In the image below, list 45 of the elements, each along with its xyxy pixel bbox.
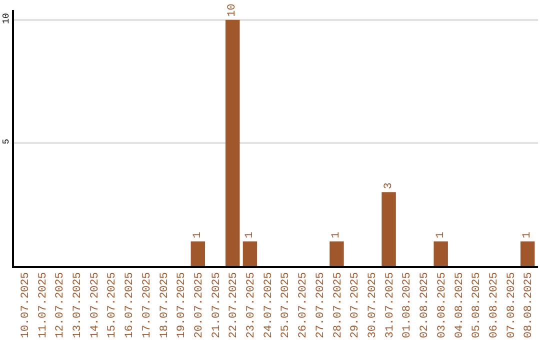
x-tick-label: 14.07.2025 xyxy=(89,272,102,338)
x-tick-label: 05.08.2025 xyxy=(471,272,484,338)
y-tick-label: 5 xyxy=(2,138,12,144)
bar xyxy=(434,241,448,266)
data-label: 1 xyxy=(192,231,204,238)
x-tick-label: 13.07.2025 xyxy=(72,272,84,338)
x-tick-label: 18.07.2025 xyxy=(158,272,171,338)
data-label: 1 xyxy=(522,231,534,238)
x-tick-label: 03.08.2025 xyxy=(436,272,448,338)
x-tick-label: 16.07.2025 xyxy=(124,272,136,338)
data-label: 1 xyxy=(330,231,343,238)
x-tick-label: 12.07.2025 xyxy=(54,272,67,338)
bar xyxy=(242,241,258,266)
x-tick-label: 29.07.2025 xyxy=(350,272,362,338)
bar xyxy=(382,192,396,266)
x-tick-label: 10.07.2025 xyxy=(20,272,32,338)
x-tick-label: 15.07.2025 xyxy=(106,272,119,338)
x-tick-label: 08.08.2025 xyxy=(523,272,536,338)
data-label: 1 xyxy=(244,231,256,238)
x-tick-label: 17.07.2025 xyxy=(141,272,154,338)
data-label: 10 xyxy=(226,4,239,17)
x-tick-label: 25.07.2025 xyxy=(280,272,292,338)
x-tick-label: 31.07.2025 xyxy=(384,272,396,338)
x-tick-label: 22.07.2025 xyxy=(228,272,240,338)
x-tick-label: 06.08.2025 xyxy=(488,272,500,338)
x-tick-label: 11.07.2025 xyxy=(37,272,50,338)
x-tick-label: 19.07.2025 xyxy=(176,272,188,338)
x-tick-label: 30.07.2025 xyxy=(367,272,380,338)
x-tick-label: 27.07.2025 xyxy=(314,272,327,338)
x-tick-label: 28.07.2025 xyxy=(332,272,344,338)
bar xyxy=(520,241,535,266)
x-tick-label: 21.07.2025 xyxy=(210,272,223,338)
data-label: 3 xyxy=(382,182,395,190)
x-tick-label: 24.07.2025 xyxy=(262,272,275,338)
x-tick-label: 20.07.2025 xyxy=(193,272,206,338)
x-tick-label: 01.08.2025 xyxy=(402,272,414,338)
bar xyxy=(226,20,240,266)
x-tick-label: 04.08.2025 xyxy=(454,272,466,338)
x-tick-label: 23.07.2025 xyxy=(246,272,258,338)
bar xyxy=(330,241,344,266)
bar xyxy=(190,241,206,266)
x-tick-label: 07.08.2025 xyxy=(506,272,518,338)
x-tick-label: 26.07.2025 xyxy=(298,272,310,338)
data-label: 1 xyxy=(434,231,447,238)
x-tick-label: 02.08.2025 xyxy=(419,272,432,338)
